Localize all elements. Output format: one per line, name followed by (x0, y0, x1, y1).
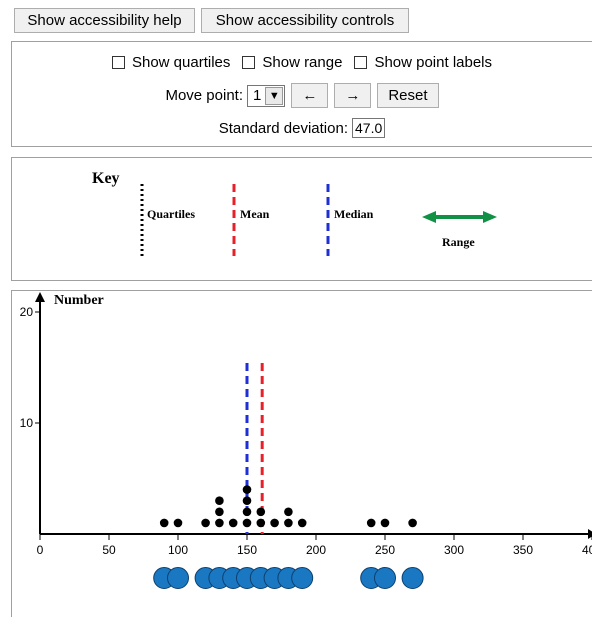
y-ticks: 10 20 (20, 305, 40, 430)
dot-plot: Number 0 50 100 150 200 250 300 350 400 10 20 (20, 292, 592, 589)
y-tick-label: 10 (20, 416, 34, 430)
move-point-value: 1 (253, 87, 262, 104)
data-dot (242, 485, 252, 494)
median-key-label: Median (334, 207, 374, 221)
key-graphic: Key Quartiles Mean Median Range (92, 170, 497, 256)
data-dot (201, 518, 210, 528)
range-double-arrow-icon (422, 211, 497, 223)
data-dot (284, 518, 293, 528)
draggable-point[interactable] (374, 567, 396, 589)
move-left-button[interactable]: ← (291, 83, 329, 108)
data-dot (159, 518, 169, 528)
options-row: Show quartiles Show range Show point lab… (12, 54, 592, 71)
x-tick-label: 100 (168, 543, 188, 557)
x-tick-label: 200 (306, 543, 326, 557)
plot-panel: Number 0 50 100 150 200 250 300 350 400 10 20 (11, 290, 592, 617)
data-dot (256, 507, 266, 517)
show-range-checkbox[interactable]: Show range (242, 54, 342, 71)
show-point-labels-checkbox[interactable]: Show point labels (354, 54, 492, 71)
x-tick-label: 150 (237, 543, 257, 557)
mean-key-label: Mean (240, 207, 270, 221)
show-range-label: Show range (262, 54, 343, 71)
range-checkbox-box[interactable] (242, 56, 256, 69)
data-dot (284, 507, 293, 517)
data-dot (256, 518, 266, 528)
key-panel: Key Quartiles Mean Median Range (11, 157, 592, 281)
draggable-point[interactable] (401, 567, 424, 589)
y-axis (35, 292, 45, 534)
data-dot (408, 518, 417, 528)
data-dot (242, 496, 252, 505)
data-dot (366, 518, 376, 528)
sd-label: Standard deviation: (218, 119, 348, 137)
show-quartiles-label: Show quartiles (131, 54, 231, 71)
data-dot (380, 518, 390, 528)
move-point-label: Move point: (165, 87, 243, 104)
x-tick-label: 350 (513, 543, 533, 557)
draggable-points[interactable] (153, 567, 424, 589)
data-dot (297, 518, 307, 528)
dot-stack (159, 485, 417, 528)
sd-row: Standard deviation: 47.0 (12, 118, 592, 138)
point-labels-checkbox-box[interactable] (354, 56, 368, 69)
x-tick-label: 400 (582, 543, 592, 557)
data-dot (242, 518, 252, 528)
reset-button[interactable]: Reset (377, 83, 439, 108)
draggable-point[interactable] (167, 567, 189, 589)
show-quartiles-checkbox[interactable]: Show quartiles (111, 54, 231, 71)
data-dot (215, 507, 224, 517)
x-tick-label: 300 (444, 543, 464, 557)
draggable-point[interactable] (291, 567, 314, 589)
chevron-down-icon[interactable]: ▼ (265, 86, 284, 105)
x-ticks: 0 50 100 150 200 250 300 350 400 (37, 534, 592, 557)
show-accessibility-controls-button[interactable]: Show accessibility controls (201, 8, 409, 33)
x-tick-label: 250 (375, 543, 395, 557)
key-title: Key (92, 170, 120, 187)
show-point-labels-label: Show point labels (374, 54, 493, 71)
y-axis-label: Number (54, 293, 104, 308)
range-key-label: Range (442, 235, 475, 249)
data-dot (215, 518, 224, 528)
move-point-row: Move point: 1 ▼ ← → Reset (12, 83, 592, 108)
x-axis (40, 529, 592, 539)
data-dot (215, 496, 224, 505)
x-axis-arrow-icon (588, 529, 592, 539)
show-accessibility-help-button[interactable]: Show accessibility help (14, 8, 195, 33)
x-tick-label: 50 (102, 543, 116, 557)
sd-value: 47.0 (352, 118, 386, 138)
move-right-button[interactable]: → (334, 83, 372, 108)
data-dot (270, 518, 279, 528)
y-axis-arrow-icon (35, 292, 45, 302)
move-point-select[interactable]: 1 ▼ (247, 84, 286, 107)
controls-panel: Show quartiles Show range Show point lab… (11, 41, 592, 147)
x-tick-label: 0 (37, 543, 44, 557)
data-dot (228, 518, 238, 528)
quartiles-key-label: Quartiles (147, 207, 195, 221)
quartiles-checkbox-box[interactable] (111, 56, 125, 69)
y-tick-label: 20 (20, 305, 34, 319)
data-dot (242, 507, 252, 517)
data-dot (173, 518, 183, 528)
stat-lines (245, 363, 264, 534)
